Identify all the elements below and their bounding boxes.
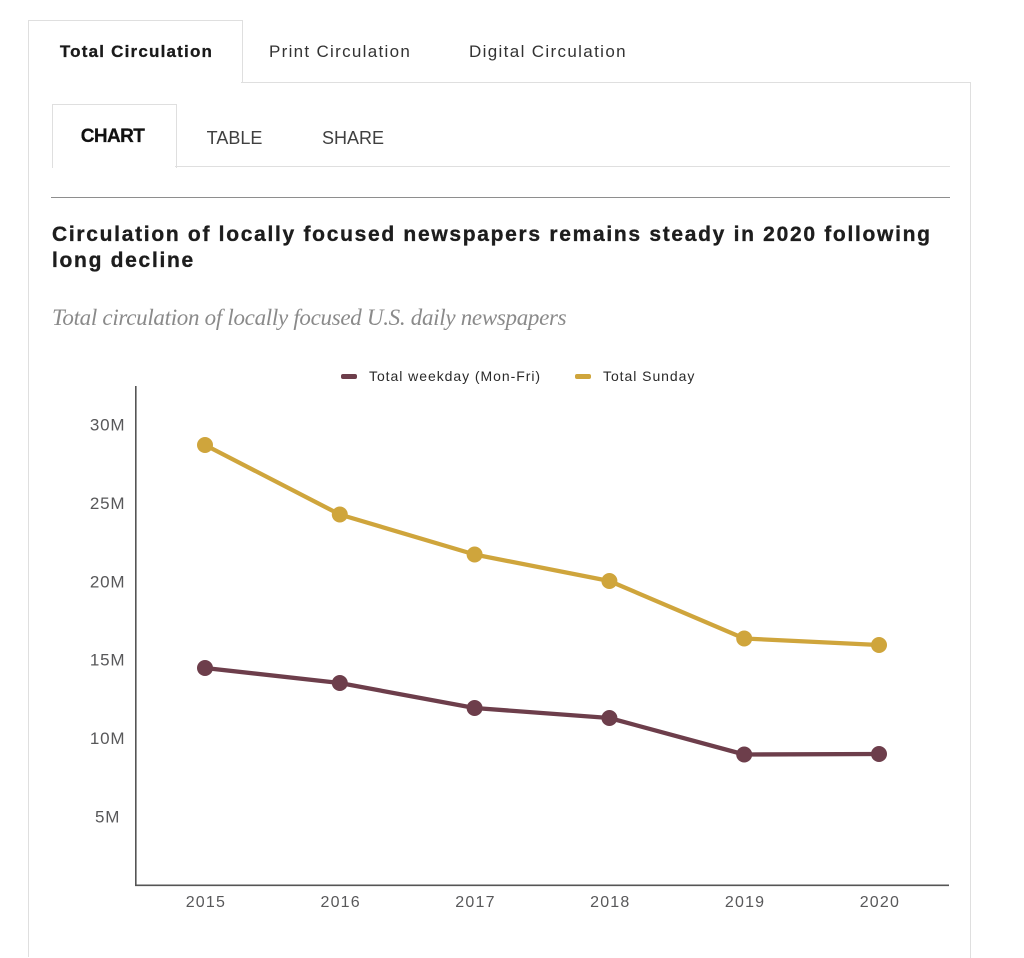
svg-text:25M: 25M — [90, 494, 125, 513]
svg-text:2019: 2019 — [725, 894, 765, 911]
svg-text:30M: 30M — [90, 416, 125, 435]
svg-text:2018: 2018 — [590, 894, 630, 911]
svg-text:20M: 20M — [90, 572, 125, 591]
svg-text:2015: 2015 — [186, 894, 226, 911]
svg-text:2017: 2017 — [455, 894, 495, 911]
svg-text:10M: 10M — [90, 729, 125, 748]
svg-text:5M: 5M — [95, 807, 120, 826]
svg-text:15M: 15M — [90, 651, 125, 670]
svg-text:2020: 2020 — [860, 894, 900, 911]
svg-text:2016: 2016 — [320, 894, 360, 911]
